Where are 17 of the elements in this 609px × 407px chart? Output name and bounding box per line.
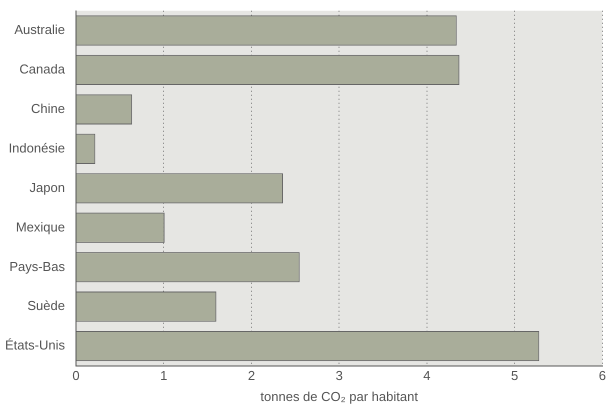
y-tick-label: États-Unis [4, 338, 66, 353]
y-tick-label: Japon [30, 180, 65, 195]
y-tick-label: Indonésie [8, 140, 65, 156]
x-tick-label: 1 [160, 368, 168, 384]
y-tick-label: Chine [30, 100, 65, 116]
x-tick-label: 3 [336, 368, 343, 384]
y-tick-label: Pays-Bas [9, 258, 66, 274]
y-tick-label: Suède [27, 298, 65, 314]
x-tick-label: 6 [598, 368, 606, 384]
y-tick-label: Australie [14, 22, 65, 38]
y-tick-label: Canada [19, 62, 66, 77]
x-axis-title: tonnes de CO₂ par habitant [260, 388, 418, 404]
x-tick-label: 5 [511, 368, 518, 384]
y-tick-label: Mexique [16, 219, 65, 234]
x-tick-label: 0 [72, 368, 80, 384]
x-tick-label: 4 [423, 368, 431, 384]
x-tick-label: 2 [248, 368, 256, 384]
